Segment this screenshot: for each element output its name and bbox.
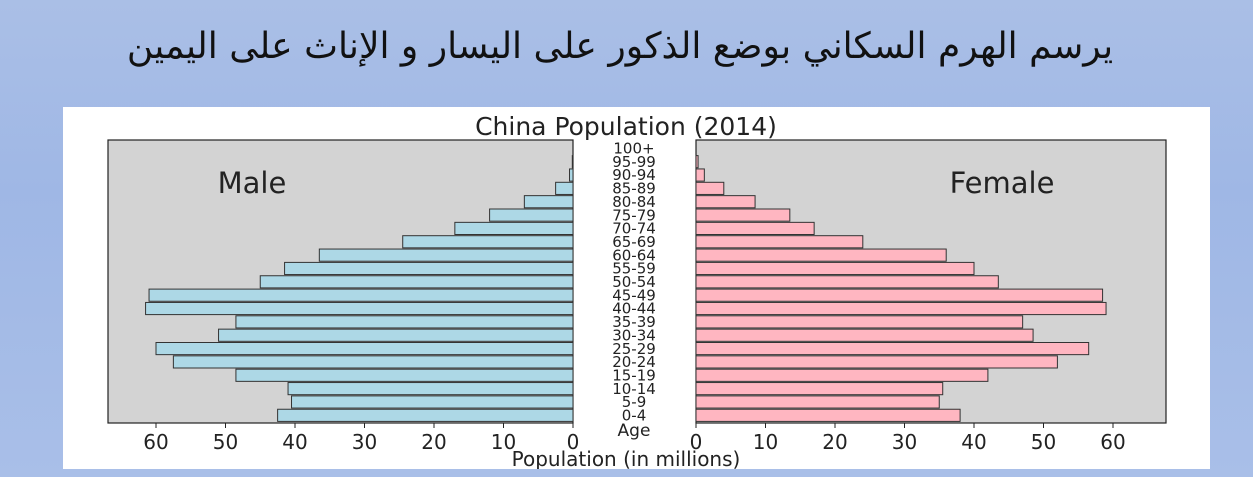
female-tick-label-60: 60	[1100, 430, 1125, 454]
age-label-45-49: 45-49	[612, 286, 656, 304]
age-label-30-34: 30-34	[612, 326, 656, 344]
age-label-35-39: 35-39	[612, 313, 656, 331]
female-bar-80-84	[695, 195, 756, 209]
male-bar-5-9	[291, 395, 574, 409]
male-bar-15-19	[235, 368, 574, 382]
female-bar-25-29	[695, 342, 1090, 356]
female-bar-75-79	[695, 208, 791, 222]
female-bar-15-19	[695, 368, 989, 382]
male-tick-label-10: 10	[491, 430, 516, 454]
female-bar-65-69	[695, 235, 864, 249]
male-bar-75-79	[489, 208, 574, 222]
male-bars	[145, 155, 574, 422]
male-bar-70-74	[454, 221, 574, 235]
female-bar-45-49	[695, 288, 1104, 302]
age-label-60-64: 60-64	[612, 246, 656, 264]
female-tick-label-10: 10	[753, 430, 778, 454]
female-bar-95-99	[695, 155, 699, 169]
male-bar-50-54	[259, 275, 574, 289]
female-x-axis: 0 10 20 30 40 50 60	[690, 423, 1126, 454]
male-tick-label-50: 50	[213, 430, 238, 454]
female-side-label: Female	[950, 166, 1055, 200]
male-bar-95-99	[571, 155, 574, 169]
age-label-100+: 100+	[613, 140, 654, 158]
age-label-65-69: 65-69	[612, 233, 656, 251]
male-side-label: Male	[218, 166, 287, 200]
male-bar-30-34	[218, 328, 574, 342]
age-label-0-4: 0-4	[622, 407, 647, 425]
female-tick-label-0: 0	[690, 430, 703, 454]
male-x-axis: 60 50 40 30 20 10 0	[143, 423, 579, 454]
female-bar-30-34	[695, 328, 1034, 342]
female-bar-35-39	[695, 315, 1024, 329]
age-label-90-94: 90-94	[612, 166, 656, 184]
male-bar-35-39	[235, 315, 574, 329]
age-label-25-29: 25-29	[612, 340, 656, 358]
age-label-15-19: 15-19	[612, 366, 656, 384]
female-bar-5-9	[695, 395, 940, 409]
female-bar-85-89	[695, 181, 725, 195]
age-label-95-99: 95-99	[612, 153, 656, 171]
age-label-10-14: 10-14	[612, 380, 656, 398]
male-bar-10-14	[287, 382, 574, 396]
slide-title: يرسم الهرم السكاني بوضع الذكور على اليسا…	[126, 26, 1114, 67]
female-tick-label-50: 50	[1031, 430, 1056, 454]
age-label-40-44: 40-44	[612, 300, 656, 318]
female-bar-0-4	[695, 408, 961, 422]
age-label-20-24: 20-24	[612, 353, 656, 371]
female-bar-90-94	[695, 168, 705, 182]
age-label-75-79: 75-79	[612, 206, 656, 224]
female-bars	[695, 155, 1107, 422]
male-bar-90-94	[569, 168, 574, 182]
female-bar-10-14	[695, 382, 944, 396]
male-bar-80-84	[523, 195, 574, 209]
male-bar-45-49	[148, 288, 574, 302]
male-tick-label-40: 40	[282, 430, 307, 454]
female-tick-label-20: 20	[822, 430, 847, 454]
female-bar-70-74	[695, 221, 815, 235]
male-bar-85-89	[555, 181, 574, 195]
age-label-85-89: 85-89	[612, 180, 656, 198]
age-label-5-9: 5-9	[622, 393, 647, 411]
male-tick-label-60: 60	[143, 430, 168, 454]
population-pyramid-chart: China Population (2014) 0-45-910-1415-19…	[107, 112, 1167, 469]
male-tick-label-30: 30	[352, 430, 377, 454]
x-axis-label: Population (in millions)	[512, 447, 741, 469]
female-bar-50-54	[695, 275, 999, 289]
male-tick-label-0: 0	[567, 430, 580, 454]
male-bar-55-59	[284, 261, 574, 276]
age-label-80-84: 80-84	[612, 193, 656, 211]
male-bar-60-64	[318, 248, 574, 262]
age-label-50-54: 50-54	[612, 273, 656, 291]
male-tick-label-20: 20	[421, 430, 446, 454]
female-bar-20-24	[695, 355, 1058, 369]
chart-panel: China Population (2014) 0-4 5-9 10-14 15-19…	[63, 107, 1210, 469]
female-bar-40-44	[695, 301, 1107, 316]
male-bar-20-24	[172, 355, 574, 369]
age-label-70-74: 70-74	[612, 220, 656, 238]
chart-title: China Population (2014)	[475, 112, 777, 141]
female-tick-label-30: 30	[892, 430, 917, 454]
male-bar-40-44	[145, 301, 574, 316]
male-bar-0-4	[277, 408, 574, 422]
female-bar-55-59	[695, 261, 975, 276]
female-bar-60-64	[695, 248, 947, 262]
age-axis-label: Age	[618, 421, 651, 441]
age-labels: 0-45-910-1415-1920-2425-2930-3435-3940-4…	[612, 140, 656, 425]
female-tick-label-40: 40	[961, 430, 986, 454]
male-bar-65-69	[402, 235, 574, 249]
male-bar-25-29	[155, 342, 574, 356]
age-label-55-59: 55-59	[612, 260, 656, 278]
